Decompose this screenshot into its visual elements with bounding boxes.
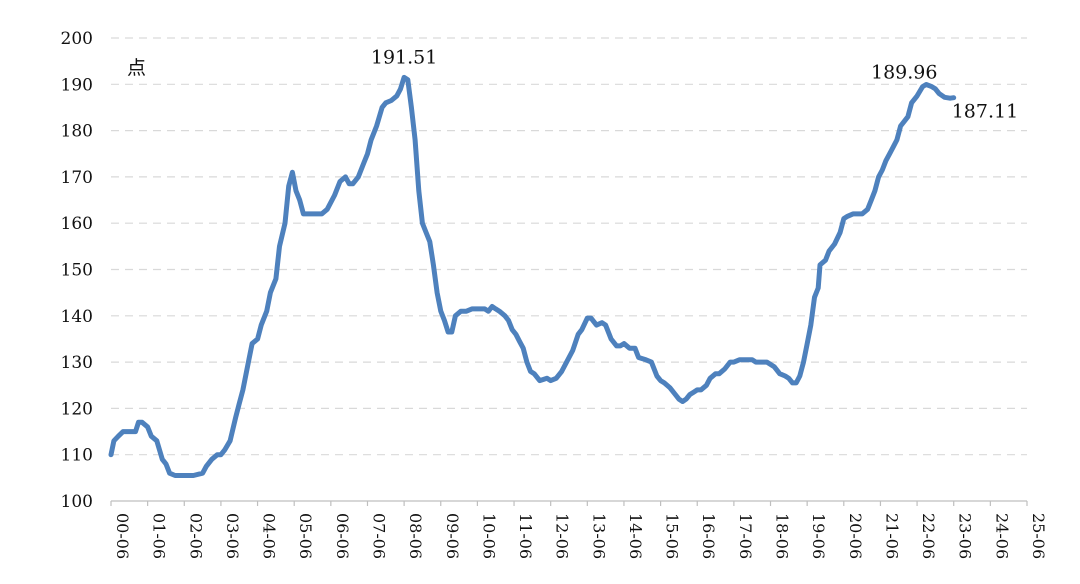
x-tick-label: 22-06 bbox=[919, 513, 938, 559]
x-tick-label: 25-06 bbox=[1029, 513, 1048, 559]
y-tick-label: 150 bbox=[61, 261, 93, 281]
x-tick-label: 07-06 bbox=[369, 513, 388, 559]
y-tick-label: 170 bbox=[61, 168, 93, 188]
data-label: 191.51 bbox=[371, 46, 437, 68]
x-tick-label: 18-06 bbox=[773, 513, 792, 559]
y-tick-label: 140 bbox=[61, 307, 93, 327]
x-tick-label: 03-06 bbox=[223, 513, 242, 559]
y-tick-label: 130 bbox=[61, 353, 93, 373]
x-tick-label: 13-06 bbox=[589, 513, 608, 559]
y-tick-label: 100 bbox=[61, 492, 93, 512]
x-axis-ticks: 00-06 01-06 02-06 03-06 04-06 05-06 06-06 07-06… bbox=[110, 501, 1048, 559]
gridlines bbox=[111, 37, 1027, 456]
x-tick-label: 16-06 bbox=[699, 513, 718, 559]
y-axis-ticks: 100 110 120 130 140 150 160 170 180 190 200 bbox=[61, 29, 93, 512]
y-tick-label: 120 bbox=[61, 399, 93, 419]
y-tick-label: 190 bbox=[61, 75, 93, 95]
x-tick-label: 21-06 bbox=[882, 513, 901, 559]
x-tick-label: 05-06 bbox=[296, 513, 315, 559]
x-tick-label: 14-06 bbox=[626, 513, 645, 559]
unit-label: 点 bbox=[127, 57, 146, 79]
data-label: 189.96 bbox=[871, 61, 937, 83]
data-label: 187.11 bbox=[952, 101, 1018, 123]
x-tick-label: 04-06 bbox=[260, 513, 279, 559]
y-tick-label: 200 bbox=[61, 29, 93, 49]
x-tick-label: 12-06 bbox=[553, 513, 572, 559]
x-tick-label: 19-06 bbox=[809, 513, 828, 559]
x-tick-label: 09-06 bbox=[443, 513, 462, 559]
y-tick-label: 160 bbox=[61, 214, 93, 234]
x-tick-label: 23-06 bbox=[956, 513, 975, 559]
y-tick-label: 180 bbox=[61, 122, 93, 142]
x-tick-label: 20-06 bbox=[846, 513, 865, 559]
x-tick-label: 00-06 bbox=[113, 513, 132, 559]
series-line bbox=[108, 74, 957, 478]
x-tick-label: 17-06 bbox=[736, 513, 755, 559]
x-tick-label: 08-06 bbox=[406, 513, 425, 559]
x-tick-label: 11-06 bbox=[516, 513, 535, 559]
data-annotations: 191.51 189.96 187.11 bbox=[371, 46, 1018, 122]
y-tick-label: 110 bbox=[61, 446, 93, 466]
x-tick-label: 01-06 bbox=[150, 513, 169, 559]
x-tick-label: 15-06 bbox=[663, 513, 682, 559]
x-tick-label: 24-06 bbox=[992, 513, 1011, 559]
x-tick-label: 02-06 bbox=[186, 513, 205, 559]
x-tick-label: 06-06 bbox=[333, 513, 352, 559]
x-tick-label: 10-06 bbox=[479, 513, 498, 559]
